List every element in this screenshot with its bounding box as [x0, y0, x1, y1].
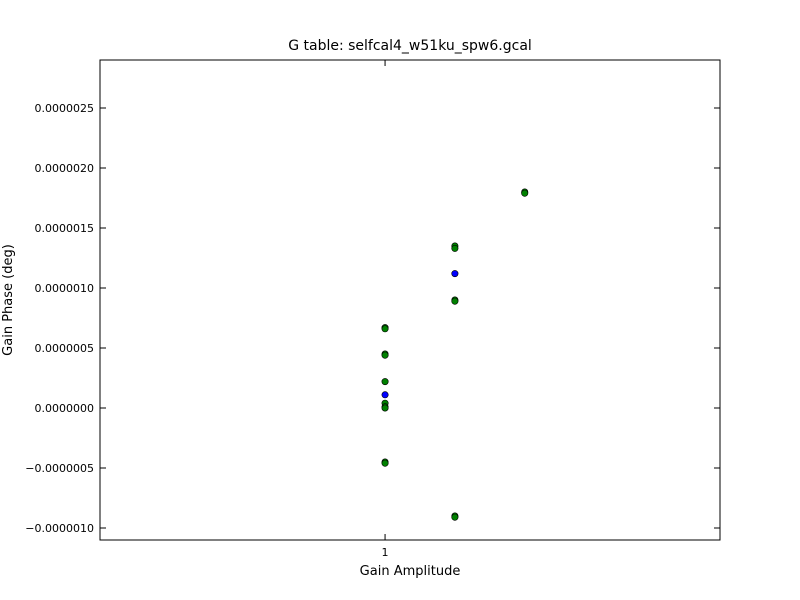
data-point-s1-3	[381, 351, 389, 359]
data-point-s1-13	[451, 297, 459, 305]
y-tick-label: 0.0000025	[35, 102, 95, 115]
data-point-s1-1	[381, 325, 389, 333]
data-point-s1-7	[381, 404, 389, 412]
y-tick-label: 0.0000000	[35, 402, 95, 415]
y-tick-label: −0.0000005	[25, 462, 94, 475]
y-tick-label: 0.0000005	[35, 342, 95, 355]
data-point-s1-9	[381, 459, 389, 467]
y-tick-label: 0.0000015	[35, 222, 95, 235]
plot-marks	[381, 188, 529, 521]
y-tick-label: −0.0000010	[25, 522, 94, 535]
data-point-s1-11	[451, 244, 459, 252]
data-point-s0-1	[451, 270, 459, 278]
y-tick-label: 0.0000010	[35, 282, 95, 295]
y-axis-label: Gain Phase (deg)	[1, 244, 16, 356]
chart-title: G table: selfcal4_w51ku_spw6.gcal	[288, 38, 532, 54]
y-tick-label: 0.0000020	[35, 162, 95, 175]
plot-frame	[99, 59, 721, 541]
x-axis-label: Gain Amplitude	[360, 564, 461, 579]
data-point-s0-0	[381, 391, 389, 399]
data-point-s1-17	[521, 189, 529, 197]
data-point-s1-4	[381, 378, 389, 386]
data-point-s1-15	[451, 513, 459, 521]
axis-ticks: −0.0000010 −0.0000005 0.0000000 0.0000005 0.…	[25, 60, 720, 559]
x-tick-label: 1	[382, 546, 389, 559]
